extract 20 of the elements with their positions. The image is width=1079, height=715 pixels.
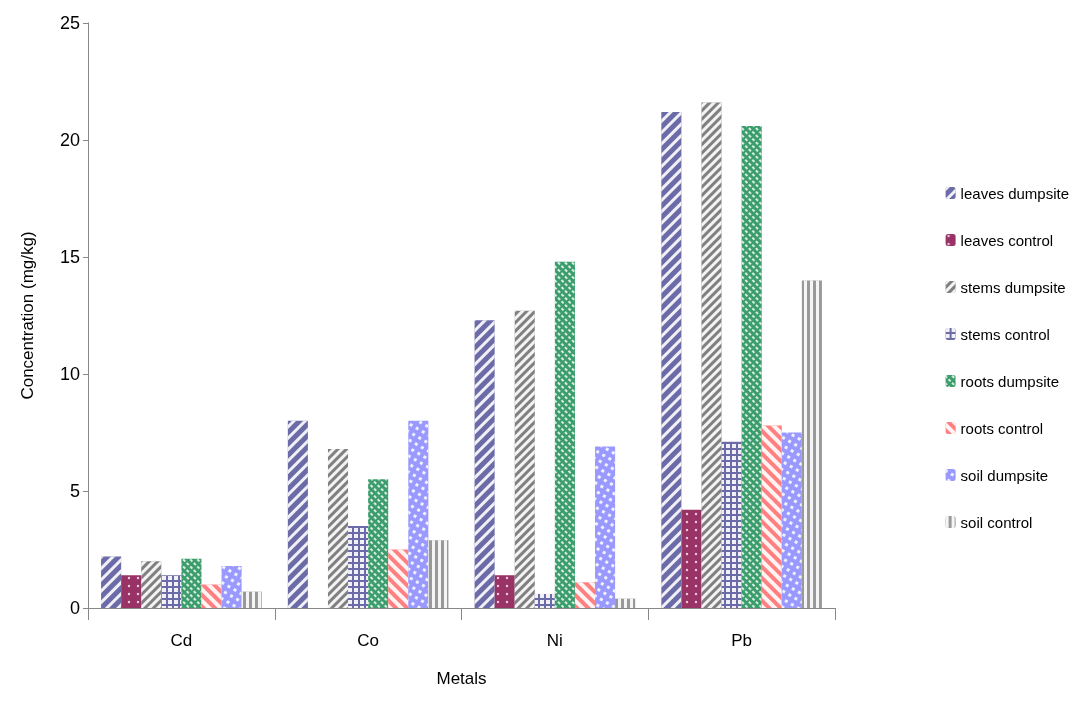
- y-tick-label: 0: [69, 598, 80, 618]
- legend-label: stems control: [960, 325, 1050, 343]
- y-axis-title: Concentration (mg/kg): [18, 231, 37, 400]
- x-tick-label: Co: [357, 631, 379, 650]
- legend-label: roots control: [960, 419, 1044, 437]
- legend-label: roots dumpsite: [960, 372, 1059, 390]
- y-tick-label: 15: [59, 247, 80, 267]
- y-tick-label: 5: [69, 481, 80, 501]
- y-tick-label: 20: [59, 130, 80, 150]
- legend-label: leaves control: [960, 231, 1054, 249]
- legend-label: leaves dumpsite: [960, 184, 1070, 202]
- x-tick-label: Ni: [546, 631, 563, 650]
- legend-label: soil control: [960, 513, 1033, 531]
- legend-label: stems dumpsite: [960, 278, 1066, 296]
- x-tick-label: Pb: [731, 631, 753, 650]
- y-tick-label: 10: [59, 364, 80, 384]
- x-tick-label: Cd: [170, 631, 193, 650]
- x-axis-title: Metals: [436, 669, 487, 688]
- y-tick-label: 25: [59, 13, 80, 33]
- legend-label: soil dumpsite: [960, 466, 1049, 484]
